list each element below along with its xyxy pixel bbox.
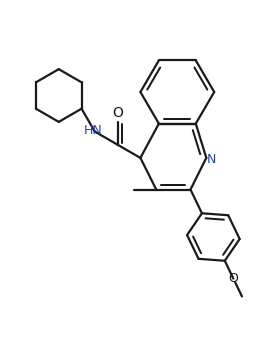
Text: HN: HN bbox=[84, 124, 103, 137]
Text: O: O bbox=[112, 105, 123, 120]
Text: O: O bbox=[228, 272, 238, 285]
Text: N: N bbox=[206, 153, 216, 166]
